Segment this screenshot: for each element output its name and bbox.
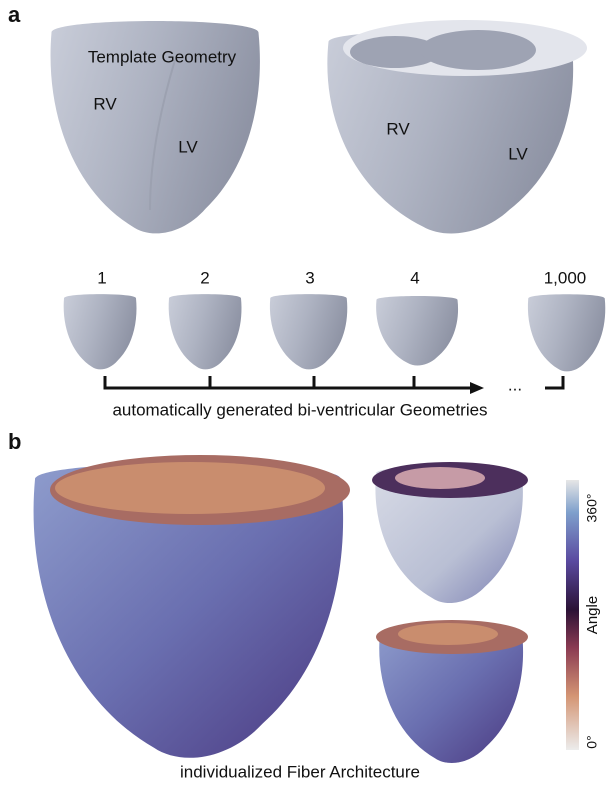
panel-label: b [8, 429, 21, 454]
fiber-base-inner [55, 462, 325, 514]
small-heart [64, 294, 137, 369]
lv-cavity [420, 30, 536, 70]
lv-label: LV [178, 137, 198, 156]
small-heart [376, 296, 458, 365]
colorbar-min: 0° [584, 735, 600, 748]
small-heart [270, 294, 347, 369]
template-title: Template Geometry [88, 47, 237, 66]
fiber-base-inner [398, 623, 498, 645]
lv-label: LV [508, 144, 528, 163]
caption: automatically generated bi-ventricular G… [112, 400, 487, 419]
caption: individualized Fiber Architecture [180, 762, 420, 781]
geometry-id: 3 [305, 268, 314, 287]
colorbar-max: 360° [584, 494, 600, 523]
colorbar [566, 480, 579, 750]
geometry-id: 2 [200, 268, 209, 287]
timeline-axis [105, 376, 563, 388]
fiber-base-inner [395, 467, 485, 489]
geometry-id: 1 [97, 268, 106, 287]
ellipsis: ... [508, 375, 522, 394]
panel-label: a [8, 2, 21, 27]
colorbar-title: Angle [584, 596, 601, 634]
rv-label: RV [386, 119, 410, 138]
rv-label: RV [93, 94, 117, 113]
geometry-id: 4 [410, 268, 419, 287]
arrow-head [470, 382, 484, 394]
page: {"panel_a": {"label": "a", "template_tit… [0, 0, 608, 787]
small-heart [528, 294, 605, 371]
small-heart [169, 294, 242, 369]
figure: a Template Geometry RV LV RV LV 1 2 3 4 … [0, 0, 608, 787]
geometry-id: 1,000 [544, 268, 587, 287]
body: a Template Geometry RV LV RV LV 1 2 3 4 … [0, 0, 608, 787]
